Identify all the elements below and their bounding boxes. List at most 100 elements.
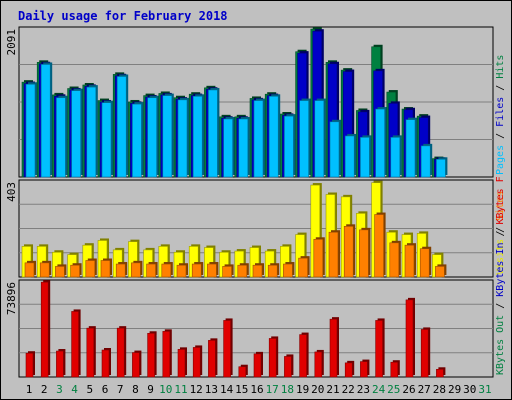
bar-mid-sites-8	[131, 262, 141, 278]
bar-mid-sites-13	[207, 263, 217, 278]
legend-segment: /	[495, 224, 506, 242]
ymax-label-bot: 73896	[5, 282, 18, 315]
bar-mid-sites-22	[343, 226, 354, 278]
bar-bot-kb-f-7	[116, 327, 125, 378]
x-tick-label-2: 2	[41, 383, 48, 396]
x-tick-label-22: 22	[342, 383, 355, 396]
bar-bot-kb-f-9	[147, 332, 155, 378]
bar-mid-sites-5	[85, 260, 96, 278]
x-tick-label-15: 15	[235, 383, 248, 396]
bar-bot-kb-f-10	[162, 331, 171, 378]
legend-segment: Hits	[495, 55, 506, 79]
bar-top-pages-22	[344, 135, 355, 178]
bar-mid-sites-12	[191, 263, 202, 278]
bar-bot-kb-f-13	[208, 340, 216, 378]
legend-segment: KBytes Out	[495, 315, 506, 375]
bar-bot-kb-f-20	[314, 351, 323, 378]
x-tick-label-28: 28	[433, 383, 446, 396]
bar-mid-sites-9	[146, 263, 156, 278]
bar-bot-kb-f-27	[420, 329, 429, 378]
bar-mid-sites-3	[55, 266, 65, 278]
legend-bot: KBytes Out / KBytes In / KBytes F	[495, 176, 506, 375]
panel-bot: 73896 KBytes Out / KBytes In / KBytes F	[5, 176, 506, 378]
x-tick-label-4: 4	[71, 383, 78, 396]
bar-bot-kb-f-23	[360, 361, 368, 378]
bar-top-pages-4	[71, 90, 81, 178]
bar-mid-sites-4	[70, 264, 80, 278]
bar-bot-kb-f-22	[344, 362, 353, 378]
panel-top: 2091 Pages / Files / Hits	[5, 26, 506, 178]
x-tick-label-11: 11	[174, 383, 187, 396]
bar-mid-sites-24	[374, 214, 384, 278]
bar-top-pages-23	[360, 137, 370, 178]
bar-bot-kb-f-18	[284, 356, 292, 378]
x-tick-label-12: 12	[190, 383, 203, 396]
x-tick-label-14: 14	[220, 383, 234, 396]
bar-mid-sites-15	[237, 264, 248, 278]
legend-segment: KBytes F	[495, 176, 506, 224]
x-tick-label-18: 18	[281, 383, 294, 396]
bar-top-pages-15	[238, 118, 249, 178]
x-tick-label-9: 9	[147, 383, 154, 396]
legend-segment: Pages	[495, 145, 506, 175]
chart-panels: 2091 Pages / Files / Hits 403 Visits / Site…	[5, 26, 506, 378]
x-tick-label-8: 8	[132, 383, 139, 396]
bar-bot-kb-f-26	[405, 299, 414, 378]
bar-top-pages-19	[299, 100, 309, 178]
bar-bot-kb-f-8	[132, 352, 140, 378]
bar-top-pages-11	[177, 99, 188, 178]
x-tick-label-3: 3	[56, 383, 63, 396]
bar-mid-sites-28	[435, 266, 445, 278]
legend-top: Pages / Files / Hits	[495, 55, 506, 175]
bar-bot-kb-f-6	[101, 349, 110, 378]
x-tick-label-21: 21	[326, 383, 339, 396]
bar-top-pages-6	[101, 102, 112, 178]
bar-mid-sites-2	[39, 262, 50, 278]
bar-bot-kb-f-12	[192, 347, 201, 378]
bar-top-pages-13	[208, 89, 218, 178]
legend-segment: /	[495, 79, 506, 97]
ymax-label-top: 2091	[5, 29, 18, 56]
x-tick-label-10: 10	[159, 383, 172, 396]
bar-top-pages-26	[405, 119, 416, 178]
bar-mid-sites-20	[313, 238, 324, 278]
bar-top-pages-24	[375, 108, 385, 178]
bar-mid-sites-21	[328, 231, 339, 278]
legend-segment: KBytes In	[495, 243, 506, 297]
x-tick-label-23: 23	[357, 383, 370, 396]
x-tick-label-26: 26	[402, 383, 415, 396]
bar-top-pages-17	[268, 96, 279, 178]
bar-top-pages-16	[253, 100, 264, 178]
legend-segment: /	[495, 127, 506, 145]
bar-top-pages-5	[86, 86, 97, 178]
legend-segment: Visits	[495, 239, 506, 275]
x-tick-label-30: 30	[463, 383, 476, 396]
x-tick-label-17: 17	[266, 383, 279, 396]
legend-segment: /	[495, 221, 506, 239]
bar-top-pages-3	[56, 97, 66, 178]
bar-top-pages-8	[132, 103, 142, 178]
x-tick-label-29: 29	[448, 383, 461, 396]
bar-bot-kb-f-11	[177, 349, 186, 378]
bar-top-pages-14	[223, 118, 233, 178]
legend-segment: /	[495, 297, 506, 315]
x-tick-label-27: 27	[418, 383, 431, 396]
bar-top-pages-20	[314, 100, 325, 178]
bar-bot-kb-f-17	[268, 338, 277, 378]
bar-top-pages-18	[284, 115, 294, 178]
bar-top-pages-28	[436, 159, 446, 178]
x-tick-label-1: 1	[26, 383, 33, 396]
bar-mid-sites-23	[359, 229, 369, 278]
bar-mid-sites-10	[161, 263, 172, 278]
legend-segment: Sites	[495, 191, 506, 221]
bar-top-pages-1	[25, 83, 36, 178]
bar-bot-kb-f-16	[253, 353, 262, 378]
bar-top-pages-27	[420, 145, 431, 178]
bar-mid-sites-19	[298, 257, 308, 278]
bar-bot-kb-f-1	[25, 352, 34, 378]
bar-bot-kb-f-5	[86, 327, 95, 378]
bar-bot-kb-f-25	[390, 361, 399, 378]
bar-mid-sites-17	[267, 264, 278, 278]
bar-top-pages-2	[40, 64, 51, 178]
